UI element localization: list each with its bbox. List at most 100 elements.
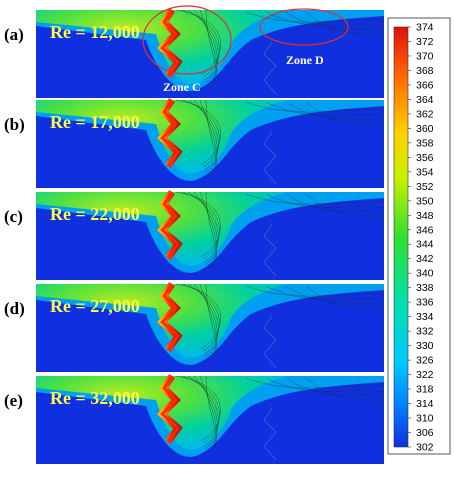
- colorbar-tick-label: 372: [416, 36, 434, 48]
- contour-line: [305, 377, 385, 405]
- contour-line: [285, 11, 385, 33]
- contour-line: [199, 9, 217, 85]
- contour-line: [199, 375, 217, 451]
- colorbar-tick-label: 330: [416, 340, 434, 352]
- contour-line: [305, 101, 385, 129]
- contour-line: [245, 193, 385, 205]
- contour-line: [187, 283, 219, 355]
- panel-letter: (e): [4, 391, 23, 410]
- reynolds-label: Re = 32,000: [50, 388, 140, 408]
- colorbar-tick-label: 360: [416, 123, 434, 135]
- zone-c-circle: [142, 5, 232, 75]
- contour-line: [181, 283, 220, 352]
- contour-line: [181, 99, 220, 168]
- colorbar-tick-label: 332: [416, 326, 434, 338]
- contour-line: [245, 285, 385, 297]
- panel-letter: (c): [4, 207, 23, 226]
- colorbar-tick-label: 370: [416, 50, 434, 62]
- panel-e: (e) Re = 32,000: [4, 374, 385, 464]
- heated-wall-core: [160, 191, 180, 259]
- contour-line: [181, 9, 220, 78]
- contour-line: [305, 193, 385, 221]
- secondary-wall: [263, 41, 277, 95]
- contour-line: [285, 285, 385, 307]
- colorbar-tick-label: 310: [416, 413, 434, 425]
- secondary-wall: [263, 407, 277, 461]
- contour-line: [181, 191, 220, 260]
- contour-line: [193, 9, 218, 83]
- colorbar-tick-label: 314: [416, 398, 434, 410]
- panel-letter: (a): [4, 25, 24, 44]
- secondary-wall: [263, 223, 277, 277]
- contour-line: [187, 191, 219, 263]
- contour-line: [193, 191, 218, 265]
- contour-line: [205, 375, 217, 454]
- colorbar-tick-label: 334: [416, 311, 434, 323]
- colorbar-tick-label: 354: [416, 166, 434, 178]
- zone-annotations: Zone C Zone D: [142, 5, 349, 94]
- contour-line: [265, 193, 385, 209]
- colorbar-tick-label: 342: [416, 253, 434, 265]
- contour-line: [193, 99, 218, 173]
- contour-line: [285, 101, 385, 123]
- panel-letter: (b): [4, 115, 25, 134]
- colorbar-tick-label: 348: [416, 210, 434, 222]
- reynolds-label: Re = 27,000: [50, 296, 140, 316]
- colorbar-tick-label: 374: [416, 22, 434, 34]
- contour-line: [245, 377, 385, 389]
- panel-c: (c) Re = 22,000: [4, 190, 385, 280]
- colorbar-tick-label: 344: [416, 239, 434, 251]
- colorbar: 374 372 370 368 366 364 362 360 358 356 354 352 350 3…: [387, 17, 451, 455]
- colorbar-tick-label: 358: [416, 137, 434, 149]
- reynolds-label: Re = 17,000: [50, 112, 140, 132]
- panel-d: (d) Re = 27,000: [4, 282, 385, 372]
- contour-line: [265, 101, 385, 117]
- colorbar-tick-label: 368: [416, 65, 434, 77]
- colorbar-tick-label: 346: [416, 224, 434, 236]
- contour-line: [245, 11, 385, 23]
- reynolds-label: Re = 12,000: [50, 22, 140, 42]
- contour-line: [193, 283, 218, 357]
- panel-letter: (d): [4, 299, 25, 318]
- colorbar-tick-label: 352: [416, 181, 434, 193]
- colorbar-tick-label: 340: [416, 268, 434, 280]
- contour-line: [305, 285, 385, 313]
- reynolds-label: Re = 22,000: [50, 204, 140, 224]
- colorbar-tick-label: 364: [416, 94, 434, 106]
- contour-line: [193, 375, 218, 449]
- contour-line: [199, 191, 217, 267]
- contour-line: [205, 99, 217, 178]
- panel-a: (a) Re = 12,000: [4, 8, 385, 98]
- colorbar-tick-label: 356: [416, 152, 434, 164]
- contour-line: [265, 285, 385, 301]
- colorbar-tick-label: 302: [416, 442, 434, 454]
- contour-line: [187, 9, 219, 81]
- colorbar-tick-label: 338: [416, 282, 434, 294]
- colorbar-gradient: [393, 26, 409, 448]
- contour-line: [205, 283, 217, 362]
- panel-b: (b) Re = 17,000: [4, 98, 385, 188]
- zone-d-label: Zone D: [286, 53, 324, 67]
- contour-line: [199, 283, 217, 359]
- colorbar-tick-label: 326: [416, 355, 434, 367]
- contour-line: [285, 193, 385, 215]
- colorbar-tick-label: 322: [416, 369, 434, 381]
- secondary-wall: [263, 315, 277, 369]
- heated-wall-core: [160, 99, 180, 167]
- contour-line: [205, 191, 217, 270]
- colorbar-tick-label: 306: [416, 427, 434, 439]
- colorbar-tick-label: 350: [416, 195, 434, 207]
- contour-line: [285, 377, 385, 399]
- contour-line: [205, 9, 217, 88]
- zone-c-label: Zone C: [163, 80, 201, 94]
- colorbar-tick-label: 362: [416, 108, 434, 120]
- contour-line: [187, 375, 219, 447]
- secondary-wall: [263, 131, 277, 185]
- contour-line: [265, 377, 385, 393]
- contour-line: [187, 99, 219, 171]
- contour-line: [181, 375, 220, 444]
- colorbar-tick-label: 366: [416, 79, 434, 91]
- colorbar-tick-label: 336: [416, 297, 434, 309]
- heated-wall-core: [160, 375, 180, 443]
- contour-line: [305, 11, 385, 39]
